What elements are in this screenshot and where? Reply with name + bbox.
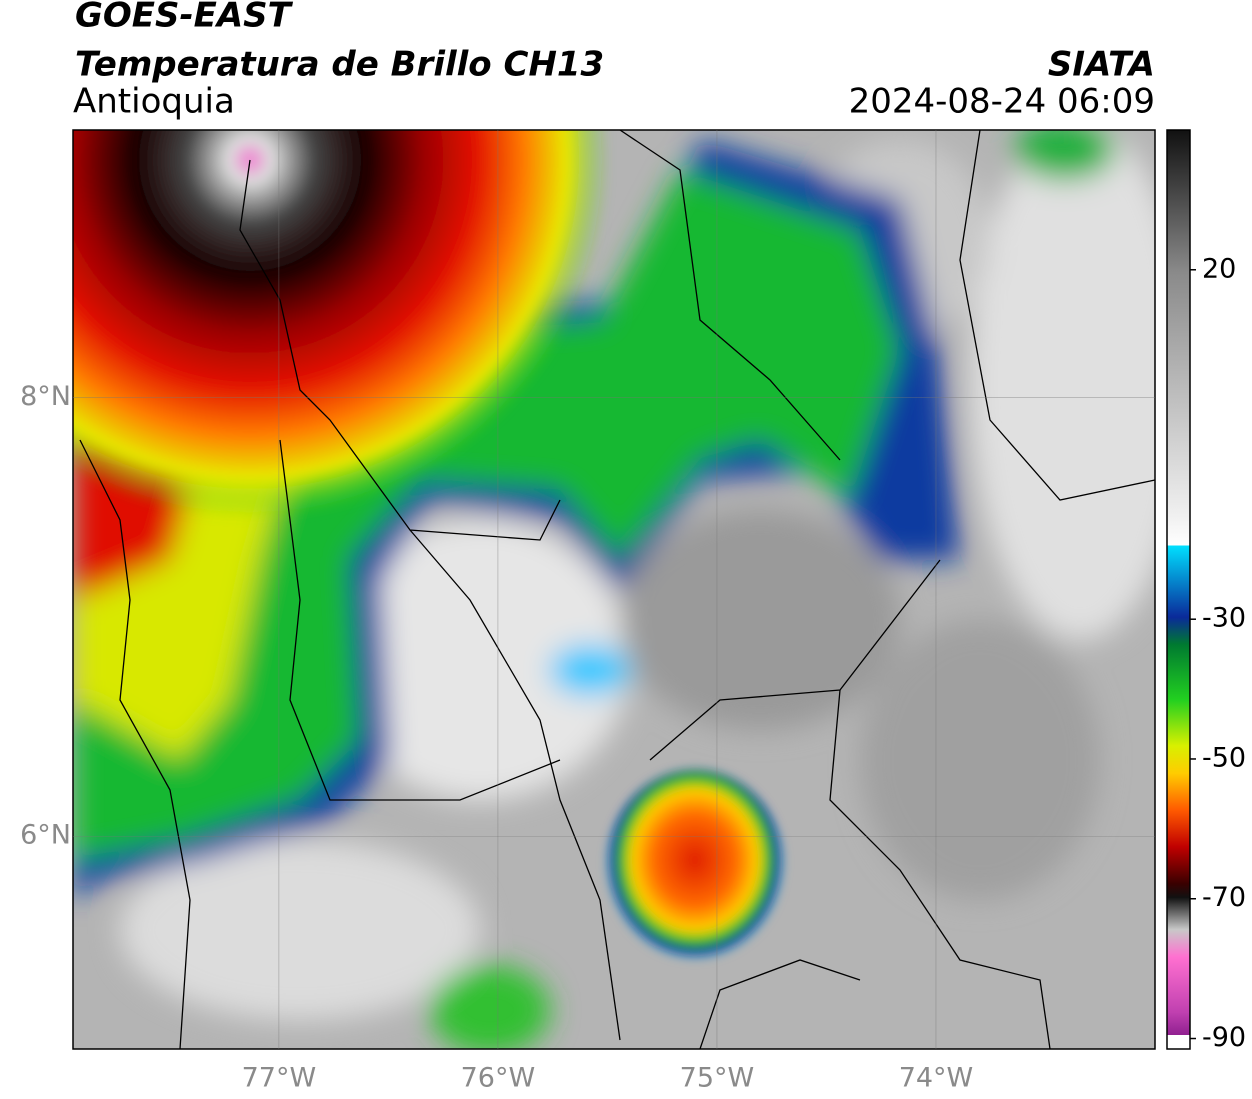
x-tick-label: 75°W	[680, 1063, 755, 1094]
header-line1: GOES-EAST	[75, 0, 294, 36]
x-tick-label: 77°W	[242, 1063, 317, 1094]
colorbar	[1166, 129, 1191, 1050]
header-datetime: 2024-08-24 06:09	[849, 82, 1155, 122]
x-tick-label: 76°W	[461, 1063, 536, 1094]
header-title: Temperatura de Brillo CH13	[75, 45, 604, 85]
map-frame	[72, 129, 1156, 1050]
header-region: Antioquia	[73, 82, 235, 122]
colorbar-tick-label: -70	[1202, 882, 1246, 913]
satellite-image	[73, 130, 1155, 1049]
colorbar-tick-label: -90	[1202, 1022, 1246, 1053]
y-tick-label: 8°N	[20, 381, 71, 412]
x-tick-label: 74°W	[899, 1063, 974, 1094]
header-source: SIATA	[1048, 45, 1155, 85]
colorbar-tick-label: -50	[1202, 742, 1246, 773]
y-tick-label: 6°N	[20, 820, 71, 851]
colorbar-tick-label: 20	[1202, 253, 1236, 284]
colorbar-tick-label: -30	[1202, 603, 1246, 634]
